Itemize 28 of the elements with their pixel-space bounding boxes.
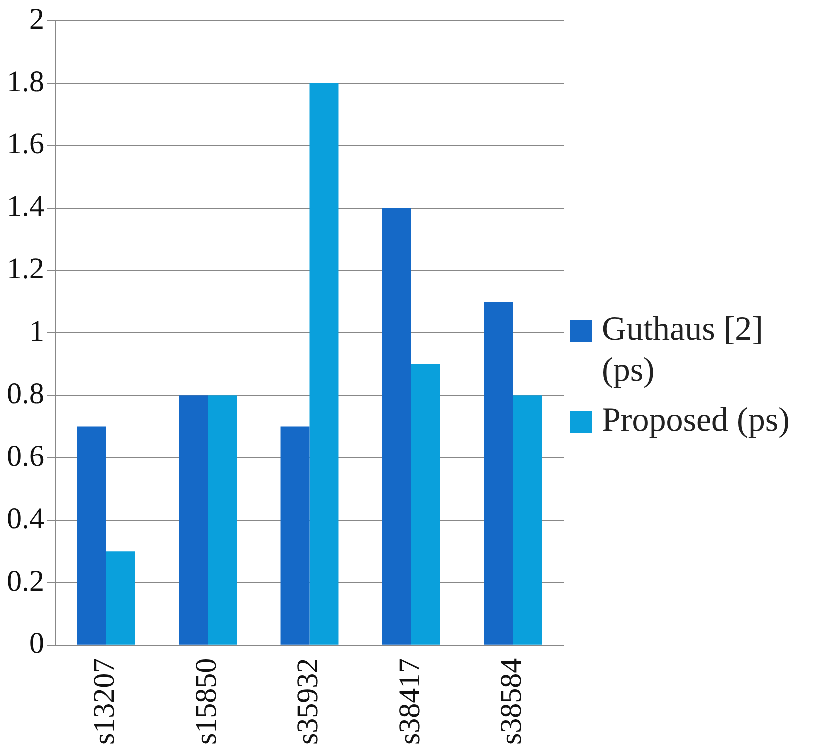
- y-tick-label: 2: [30, 2, 44, 36]
- y-tick-label: 0: [30, 627, 44, 660]
- y-tick-label: 1: [30, 315, 44, 348]
- y-tick-label: 0.2: [7, 564, 44, 598]
- y-tick-label: 0.6: [7, 440, 44, 473]
- y-tick-label: 0.8: [7, 377, 44, 410]
- bar: [382, 208, 412, 645]
- legend-label: Guthaus [2] (ps): [602, 310, 764, 391]
- bar: [208, 396, 238, 645]
- bar: [106, 552, 136, 645]
- bar: [484, 302, 514, 645]
- bar: [310, 83, 339, 645]
- bar: [513, 396, 542, 645]
- y-tick-label: 1.4: [7, 190, 44, 224]
- bar: [179, 396, 208, 645]
- x-tick-label: s35932: [292, 658, 325, 746]
- x-tick-label: s15850: [190, 658, 223, 746]
- y-tick-label: 1.6: [7, 128, 44, 161]
- y-tick-label: 1.8: [7, 65, 44, 98]
- y-tick-label: 0.4: [7, 502, 44, 536]
- x-tick-label: s38584: [495, 658, 528, 746]
- y-tick-label: 1.2: [7, 252, 44, 286]
- x-tick-label: s38417: [393, 658, 426, 746]
- x-tick-label: s13207: [88, 658, 122, 746]
- bar: [411, 364, 440, 645]
- bar: [280, 426, 310, 645]
- legend-label: Proposed (ps): [602, 401, 790, 442]
- bar: [77, 426, 106, 645]
